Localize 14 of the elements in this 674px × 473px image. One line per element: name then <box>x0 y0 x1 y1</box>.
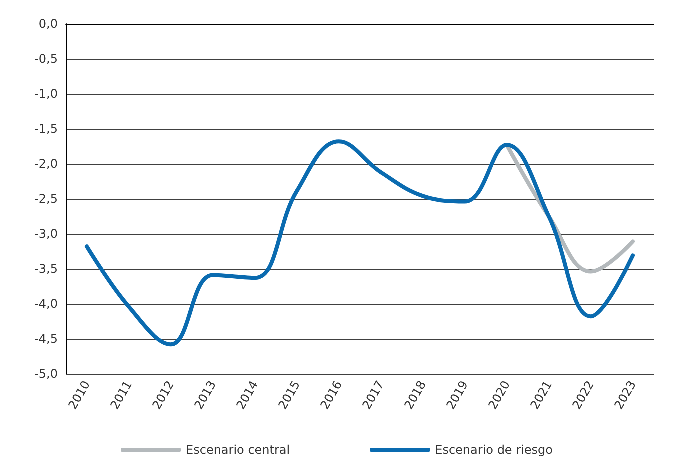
y-tick-label: -3,0 <box>34 227 58 241</box>
y-tick-label: -1,5 <box>34 122 58 136</box>
y-tick-label: -3,5 <box>34 262 58 276</box>
y-tick-label: -1,0 <box>34 87 58 101</box>
y-tick-label: -2,0 <box>34 157 58 171</box>
y-tick-label: -2,5 <box>34 192 58 206</box>
y-tick-label: -4,5 <box>34 332 58 346</box>
legend-label: Escenario central <box>186 443 290 457</box>
legend-label: Escenario de riesgo <box>435 443 553 457</box>
y-tick-label: 0,0 <box>38 17 58 31</box>
y-tick-label: -0,5 <box>34 52 58 66</box>
line-series <box>85 140 635 347</box>
y-tick-label: -5,0 <box>34 367 58 381</box>
y-tick-label: -4,0 <box>34 297 58 311</box>
